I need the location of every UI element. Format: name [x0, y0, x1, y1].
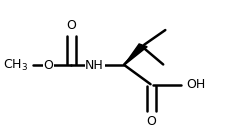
Text: NH: NH: [85, 59, 104, 72]
Text: CH$_3$: CH$_3$: [3, 58, 28, 73]
Text: O: O: [66, 19, 76, 32]
Text: OH: OH: [185, 78, 205, 91]
Polygon shape: [124, 44, 147, 65]
Text: O: O: [43, 59, 53, 72]
Text: O: O: [146, 115, 156, 128]
